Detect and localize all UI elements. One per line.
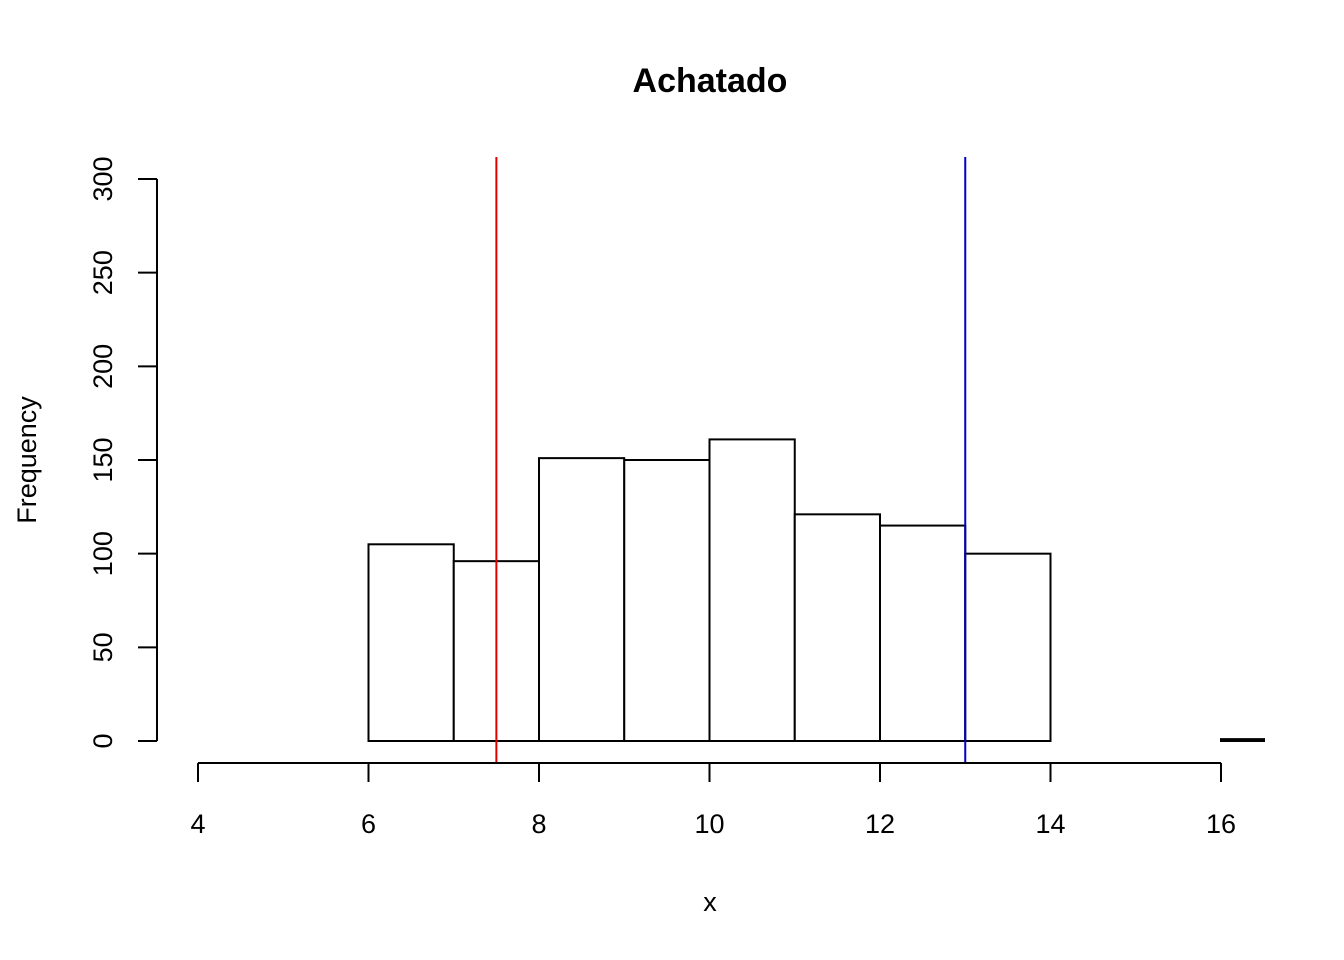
x-tick-label: 12 bbox=[865, 809, 895, 839]
x-tick-label: 8 bbox=[531, 809, 546, 839]
y-axis-label: Frequency bbox=[12, 396, 42, 524]
x-tick-label: 10 bbox=[694, 809, 724, 839]
x-tick-label: 14 bbox=[1035, 809, 1065, 839]
y-tick-label: 0 bbox=[88, 733, 118, 748]
y-tick-label: 100 bbox=[88, 531, 118, 576]
y-tick-label: 300 bbox=[88, 156, 118, 201]
y-tick-label: 200 bbox=[88, 344, 118, 389]
y-tick-label: 50 bbox=[88, 632, 118, 662]
reference-lines bbox=[495, 157, 967, 763]
histogram-bar bbox=[964, 552, 1052, 742]
y-axis: 0 50 100 150 200 250 300 bbox=[88, 156, 158, 749]
x-tick-label: 16 bbox=[1206, 809, 1236, 839]
histogram-bar bbox=[623, 459, 711, 742]
histogram-bar bbox=[1220, 738, 1265, 743]
histogram-bar bbox=[793, 513, 881, 742]
x-tick-label: 6 bbox=[361, 809, 376, 839]
histogram-bar bbox=[879, 524, 967, 742]
x-axis: 4 6 8 10 12 14 16 bbox=[190, 762, 1236, 839]
histogram-bar bbox=[708, 438, 796, 742]
chart-title: Achatado bbox=[633, 62, 788, 100]
y-tick-label: 150 bbox=[88, 437, 118, 482]
y-tick-label: 250 bbox=[88, 250, 118, 295]
histogram-bar bbox=[538, 457, 626, 742]
histogram-bar bbox=[367, 543, 455, 743]
histogram-bars bbox=[367, 438, 1265, 743]
x-tick-label: 4 bbox=[190, 809, 205, 839]
x-axis-label: x bbox=[703, 887, 717, 917]
